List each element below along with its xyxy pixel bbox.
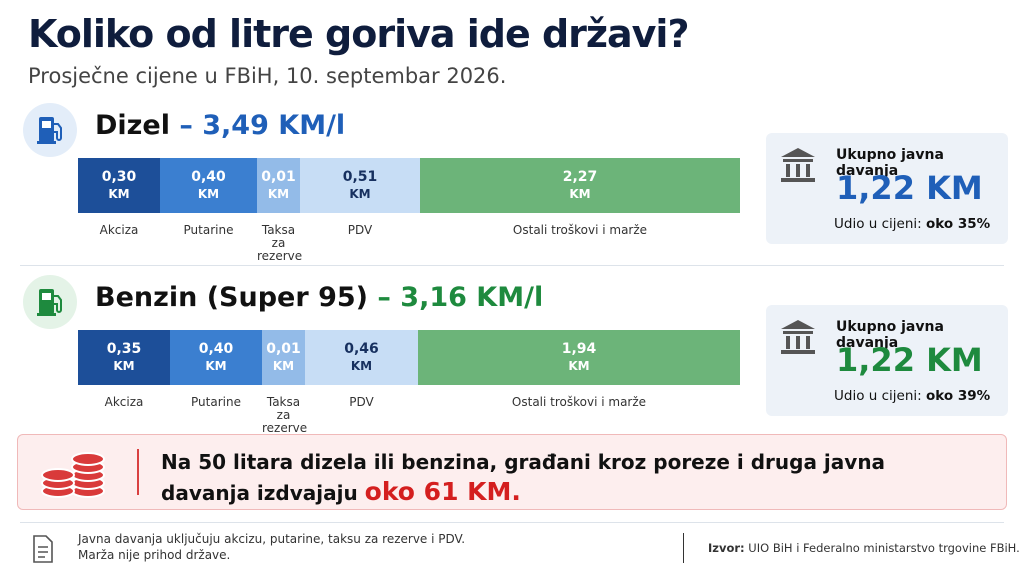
summary-share: Udio u cijeni: oko 35% [834, 216, 990, 232]
share-value: oko 39% [925, 388, 991, 404]
segment-amount: 0,30 [101, 168, 137, 185]
bar-segment: 0,40 KM [160, 158, 257, 213]
fuel-icon [23, 275, 77, 329]
fuel-heading: Dizel – 3,49 KM/l [95, 110, 345, 141]
segment-label: PDV [347, 223, 373, 237]
bar-segment: 0,30 KM [78, 158, 160, 213]
segment-label: Ostali troškovi i marže [511, 395, 647, 409]
document-icon [33, 535, 53, 563]
callout-text: Na 50 litara dizela ili benzina, građani… [161, 447, 921, 508]
divider [20, 265, 1004, 266]
note-line: Marža nije prihod države. [78, 548, 231, 562]
segment-amount: 1,94 [561, 340, 597, 357]
share-label: Udio u cijeni: [834, 216, 922, 232]
bar-segment: 0,46 KM [305, 330, 418, 385]
bar-segment: 0,01 KM [257, 158, 300, 213]
fuel-name: Benzin (Super 95) [95, 282, 368, 313]
bank-icon [781, 320, 815, 354]
callout-highlight: oko 61 KM. [364, 477, 521, 506]
summary-total: 1,22 KM [836, 341, 983, 379]
segment-unit: KM [267, 186, 290, 201]
source: Izvor: UIO BiH i Federalno ministarstvo … [708, 541, 1020, 555]
segment-unit: KM [349, 186, 371, 201]
summary-title: Ukupno javna davanja [836, 319, 944, 351]
segment-amount: 0,40 [191, 168, 226, 185]
segment-unit: KM [108, 186, 130, 201]
segment-unit: KM [568, 358, 590, 373]
bank-icon [781, 148, 815, 182]
segment-unit: KM [350, 358, 373, 373]
summary-box: Ukupno javna davanja 1,22 KM Udio u cijeni… [766, 305, 1008, 416]
segment-label: Ostali troškovi i marže [512, 223, 648, 237]
bar-segment: 1,94 KM [418, 330, 740, 385]
coins-icon [41, 452, 105, 498]
segment-amount: 0,40 [198, 340, 234, 357]
share-value: oko 35% [925, 216, 991, 232]
bar-segment: 0,35 KM [78, 330, 170, 385]
segment-amount: 0,51 [342, 168, 378, 185]
share-label: Udio u cijeni: [834, 388, 922, 404]
callout-box: Na 50 litara dizela ili benzina, građani… [17, 434, 1007, 510]
segment-label: Putarine [183, 223, 234, 237]
note-line: Javna davanja uključuju akcizu, putarine… [78, 532, 466, 546]
fuel-name: Dizel [95, 110, 170, 141]
bar-segment: 0,40 KM [170, 330, 262, 385]
segment-unit: KM [569, 186, 591, 201]
segment-label: Taksa za rezerve [262, 395, 308, 435]
fuel-price: – 3,49 KM/l [179, 110, 346, 141]
summary-box: Ukupno javna davanja 1,22 KM Udio u cijeni… [766, 133, 1008, 244]
summary-share: Udio u cijeni: oko 39% [834, 388, 990, 404]
segment-label: Taksa za rezerve [257, 223, 303, 263]
summary-total: 1,22 KM [836, 169, 983, 207]
segment-amount: 0,01 [261, 168, 296, 185]
segment-label: Akciza [104, 395, 144, 409]
fuel-price: – 3,16 KM/l [377, 282, 544, 313]
segment-label: PDV [349, 395, 374, 409]
segment-unit: KM [197, 186, 220, 201]
footer-rule [20, 522, 1004, 523]
subtitle: Prosječne cijene u FBiH, 10. septembar 2… [28, 64, 507, 88]
segment-amount: 2,27 [562, 168, 598, 185]
bar-segment: 2,27 KM [420, 158, 740, 213]
segment-amount: 0,35 [106, 340, 142, 357]
segment-unit: KM [205, 358, 227, 373]
segment-unit: KM [113, 358, 135, 373]
title: Koliko od litre goriva ide državi? [28, 12, 690, 56]
segment-amount: 0,01 [266, 340, 301, 357]
callout-body: Na 50 litara dizela ili benzina, građani… [161, 450, 886, 505]
bar-segment: 0,51 KM [300, 158, 420, 213]
segment-amount: 0,46 [344, 340, 379, 357]
source-text: UIO BiH i Federalno ministarstvo trgovin… [748, 541, 1020, 555]
bar-segment: 0,01 KM [262, 330, 305, 385]
fuel-heading: Benzin (Super 95) – 3,16 KM/l [95, 282, 543, 313]
segment-label: Akciza [99, 223, 139, 237]
segment-label: Putarine [191, 395, 241, 409]
footer-note: Javna davanja uključuju akcizu, putarine… [78, 531, 465, 563]
segment-unit: KM [272, 358, 295, 373]
fuel-icon [23, 103, 77, 157]
footer-separator [683, 533, 684, 563]
summary-title: Ukupno javna davanja [836, 147, 944, 179]
callout-rule [137, 449, 139, 495]
source-label: Izvor: [708, 541, 745, 555]
